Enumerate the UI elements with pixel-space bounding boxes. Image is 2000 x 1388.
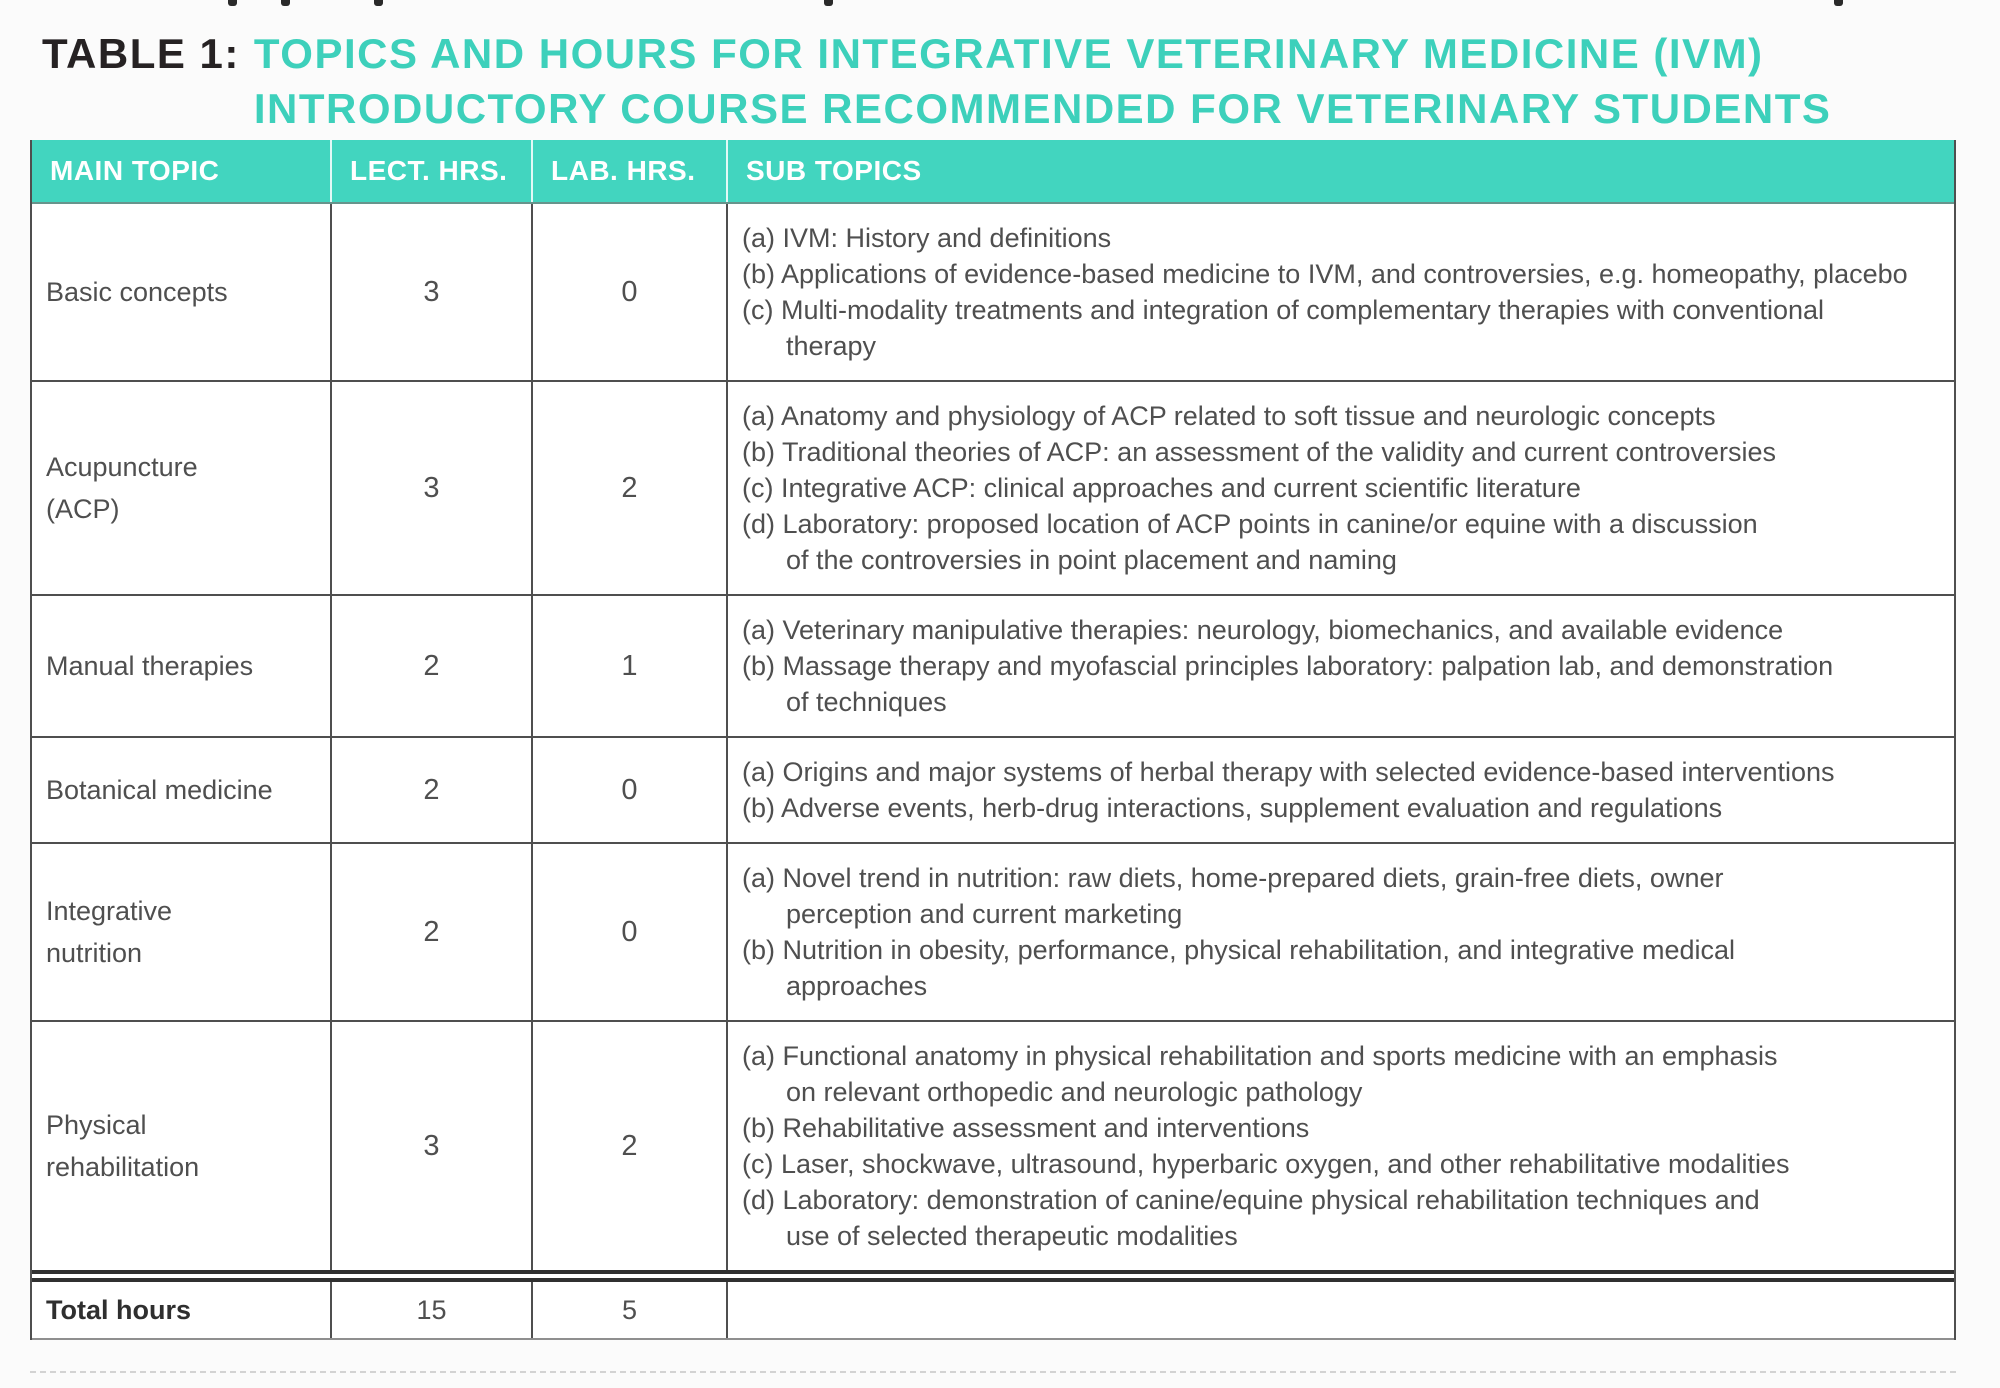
- page-bottom-faint-line: [30, 1371, 1956, 1373]
- main-topic-text: Acupuncture: [46, 452, 198, 482]
- lab-hrs-cell: 1: [533, 596, 728, 736]
- sub-topics-cell: (a) IVM: History and definitions (b) Appl…: [728, 204, 1954, 380]
- sub-topic-line: use of selected therapeutic modalities: [786, 1221, 1238, 1251]
- lab-hrs-cell: 0: [533, 844, 728, 1020]
- table-row: Basic concepts 3 0 (a) IVM: History and def…: [32, 204, 1954, 382]
- ivm-topics-table: MAIN TOPIC LECT. HRS. LAB. HRS. SUB TOPI…: [30, 140, 1956, 1340]
- lect-hrs-cell: 2: [332, 596, 533, 736]
- main-topic-cell: Physical rehabilitation: [32, 1022, 332, 1270]
- table-header-row: MAIN TOPIC LECT. HRS. LAB. HRS. SUB TOPI…: [32, 140, 1954, 204]
- total-row: Total hours 15 5: [32, 1282, 1954, 1340]
- table-title-text: TOPICS AND HOURS FOR INTEGRATIVE VETERIN…: [254, 26, 1832, 136]
- sub-topic-line: (a) Novel trend in nutrition: raw diets,…: [742, 863, 1724, 893]
- sub-topics-cell: (a) Origins and major systems of herbal …: [728, 738, 1954, 842]
- table-row: Acupuncture (ACP) 3 2 (a) Anatomy and physio…: [32, 382, 1954, 596]
- main-topic-cell: Manual therapies: [32, 596, 332, 736]
- cropped-text-fragment: [228, 0, 237, 6]
- main-topic-text: Botanical medicine: [46, 775, 273, 805]
- sub-topic-line: on relevant orthopedic and neurologic pa…: [786, 1077, 1363, 1107]
- sub-topic-line: (d) Laboratory: demonstration of canine/…: [742, 1185, 1760, 1215]
- lect-hrs-cell: 3: [332, 1022, 533, 1270]
- lect-hrs-cell: 2: [332, 738, 533, 842]
- table-title: TABLE 1: TOPICS AND HOURS FOR INTEGRATIV…: [42, 26, 1831, 136]
- main-topic-text: rehabilitation: [46, 1152, 200, 1182]
- sub-topic-line: (b) Applications of evidence-based medic…: [742, 259, 1908, 289]
- table-body: Basic concepts 3 0 (a) IVM: History and def…: [32, 204, 1954, 1270]
- total-sub-topics-empty: [728, 1282, 1954, 1338]
- table-row: Manual therapies 2 1 (a) Veterinary manipul…: [32, 596, 1954, 738]
- table-title-line-2: INTRODUCTORY COURSE RECOMMENDED FOR VETE…: [253, 85, 1832, 132]
- total-label: Total hours: [32, 1282, 332, 1338]
- sub-topic-line: approaches: [786, 971, 928, 1001]
- lab-hrs-cell: 2: [533, 382, 728, 594]
- lect-hrs-cell: 3: [332, 204, 533, 380]
- header-main-topic: MAIN TOPIC: [32, 140, 332, 202]
- lab-hrs-cell: 0: [533, 204, 728, 380]
- cropped-text-fragment: [824, 0, 833, 6]
- sub-topic-line: (d) Laboratory: proposed location of ACP…: [742, 509, 1758, 539]
- table-row: Botanical medicine 2 0 (a) Origins and majo…: [32, 738, 1954, 844]
- sub-topic-line: (a) Anatomy and physiology of ACP relate…: [742, 401, 1716, 431]
- main-topic-cell: Botanical medicine: [32, 738, 332, 842]
- main-topic-text: Physical: [46, 1110, 147, 1140]
- sub-topic-line: of the controversies in point placement …: [786, 545, 1397, 575]
- cropped-text-fragment: [374, 0, 383, 6]
- sub-topic-line: (a) IVM: History and definitions: [742, 223, 1112, 253]
- sub-topic-line: (a) Veterinary manipulative therapies: n…: [742, 615, 1784, 645]
- main-topic-text: Basic concepts: [46, 277, 228, 307]
- sub-topic-line: (c) Laser, shockwave, ultrasound, hyperb…: [742, 1149, 1790, 1179]
- sub-topics-cell: (a) Novel trend in nutrition: raw diets,…: [728, 844, 1954, 1020]
- main-topic-cell: Acupuncture (ACP): [32, 382, 332, 594]
- sub-topic-line: of techniques: [786, 687, 947, 717]
- table-title-line-1: TOPICS AND HOURS FOR INTEGRATIVE VETERIN…: [253, 30, 1764, 77]
- sub-topic-line: (b) Traditional theories of ACP: an asse…: [742, 437, 1777, 467]
- total-lab-hrs: 5: [533, 1282, 728, 1338]
- header-sub-topics: SUB TOPICS: [746, 155, 922, 186]
- table-row: Physical rehabilitation 3 2 (a) Functional a…: [32, 1022, 1954, 1270]
- cropped-text-fragment: [1834, 0, 1843, 6]
- lect-hrs-cell: 3: [332, 382, 533, 594]
- sub-topic-line: (b) Nutrition in obesity, performance, p…: [742, 935, 1735, 965]
- cropped-text-fragment: [281, 0, 290, 6]
- main-topic-text: Integrative: [46, 896, 173, 926]
- sub-topics-cell: (a) Functional anatomy in physical rehab…: [728, 1022, 1954, 1270]
- header-lab-hrs: LAB. HRS.: [533, 140, 728, 202]
- main-topic-text: Manual therapies: [46, 651, 254, 681]
- sub-topics-cell: (a) Anatomy and physiology of ACP relate…: [728, 382, 1954, 594]
- table-title-prefix: TABLE 1:: [42, 30, 240, 77]
- sub-topic-line: (b) Adverse events, herb-drug interactio…: [742, 793, 1723, 823]
- sub-topic-line: (b) Massage therapy and myofascial princ…: [742, 651, 1834, 681]
- sub-topics-cell: (a) Veterinary manipulative therapies: n…: [728, 596, 1954, 736]
- main-topic-cell: Integrative nutrition: [32, 844, 332, 1020]
- lab-hrs-cell: 2: [533, 1022, 728, 1270]
- main-topic-text: (ACP): [46, 494, 120, 524]
- sub-topic-line: perception and current marketing: [786, 899, 1183, 929]
- header-lect-hrs: LECT. HRS.: [332, 140, 533, 202]
- sub-topic-line: therapy: [786, 331, 877, 361]
- cropped-text-fragments: [0, 0, 2000, 8]
- sub-topic-line: (a) Functional anatomy in physical rehab…: [742, 1041, 1778, 1071]
- sub-topic-line: (c) Multi-modality treatments and integr…: [742, 295, 1825, 325]
- total-separator-double-line: [32, 1270, 1954, 1282]
- main-topic-text: nutrition: [46, 938, 143, 968]
- table-row: Integrative nutrition 2 0 (a) Novel trend in…: [32, 844, 1954, 1022]
- lab-hrs-cell: 0: [533, 738, 728, 842]
- lect-hrs-cell: 2: [332, 844, 533, 1020]
- main-topic-cell: Basic concepts: [32, 204, 332, 380]
- total-lect-hrs: 15: [332, 1282, 533, 1338]
- sub-topic-line: (c) Integrative ACP: clinical approaches…: [742, 473, 1581, 503]
- sub-topic-line: (a) Origins and major systems of herbal …: [742, 757, 1835, 787]
- sub-topic-line: (b) Rehabilitative assessment and interv…: [742, 1113, 1310, 1143]
